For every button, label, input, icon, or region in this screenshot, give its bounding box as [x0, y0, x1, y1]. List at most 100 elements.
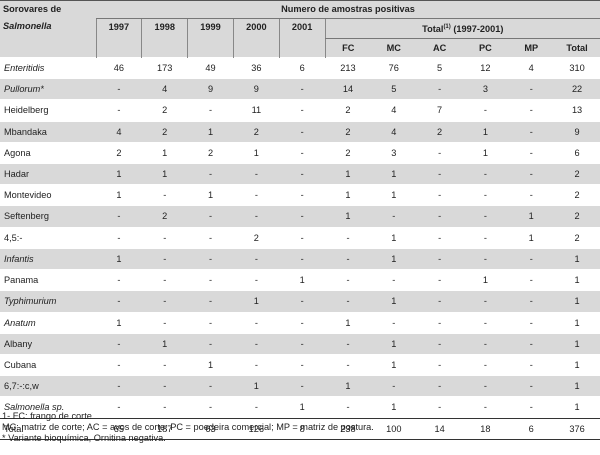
count-cell: - [370, 375, 417, 397]
count-cell: 9 [554, 120, 600, 143]
count-cell: 2 [325, 120, 371, 143]
serovar-name: Montevideo [0, 184, 96, 206]
count-cell: - [462, 247, 509, 270]
total-col-header: MP [508, 38, 555, 58]
count-cell: 1 [96, 311, 142, 334]
footnote: MC: matriz de corte; AC = avos de corte;… [2, 422, 374, 432]
count-cell: 5 [370, 78, 417, 100]
count-cell: 2 [96, 141, 142, 164]
serovar-name: Hadar [0, 163, 96, 185]
count-cell: - [370, 205, 417, 228]
count-cell: - [187, 247, 234, 270]
count-cell: - [279, 163, 326, 185]
count-cell: - [279, 290, 326, 312]
count-cell: - [416, 311, 463, 334]
count-cell: - [462, 226, 509, 249]
count-cell: 4 [370, 99, 417, 122]
total-group-suffix: (1997-2001) [450, 24, 504, 35]
count-cell: - [462, 332, 509, 355]
count-cell: 1 [279, 396, 326, 419]
count-cell: - [462, 290, 509, 312]
count-cell: - [187, 99, 234, 122]
count-cell: 14 [325, 78, 371, 100]
table-row: Enteritidis 46 173 49 36 6 213 76 5 12 4 310 [0, 57, 600, 79]
count-cell: - [233, 184, 280, 206]
count-cell: - [279, 99, 326, 122]
table-row: Pullorum* -4 9 9-14 5-3-22 [0, 78, 600, 100]
count-cell: 2 [416, 120, 463, 143]
count-cell: - [462, 205, 509, 228]
count-cell: 4 [141, 78, 188, 100]
count-cell: 4 [508, 57, 555, 79]
count-cell: - [508, 247, 555, 270]
count-cell: 2 [187, 141, 234, 164]
count-cell: - [141, 247, 188, 270]
count-cell: 2 [554, 226, 600, 249]
count-cell: 1 [141, 141, 188, 164]
count-cell: - [508, 184, 555, 206]
total-cell: 376 [554, 417, 600, 440]
count-cell: - [416, 205, 463, 228]
count-cell: - [416, 290, 463, 312]
count-cell: - [325, 269, 371, 291]
table-row: Anatum 1- - - -1- - - -1 [0, 311, 600, 334]
count-cell: - [233, 396, 280, 419]
total-cell: 100 [370, 417, 417, 440]
count-cell: 11 [233, 99, 280, 122]
count-cell: - [508, 290, 555, 312]
count-cell: 1 [508, 226, 555, 249]
count-cell: 1 [554, 247, 600, 270]
count-cell: 2 [554, 163, 600, 185]
count-cell: - [141, 184, 188, 206]
total-cell: 187 [141, 417, 188, 440]
total-cell: 8 [279, 417, 326, 440]
count-cell: - [416, 184, 463, 206]
count-cell: 1 [508, 205, 555, 228]
count-cell: - [96, 205, 142, 228]
count-cell: 2 [325, 141, 371, 164]
count-cell: - [370, 311, 417, 334]
count-cell: 9 [187, 78, 234, 100]
count-cell: 2 [325, 99, 371, 122]
total-group-header: Total(1) (1997-2001) [324, 18, 600, 40]
count-cell: 13 [554, 99, 600, 122]
total-col-header: Total [554, 38, 600, 58]
total-cell: 14 [416, 417, 463, 440]
count-cell: - [508, 332, 555, 355]
count-cell: 1 [370, 163, 417, 185]
count-cell: 2 [554, 184, 600, 206]
count-cell: - [233, 247, 280, 270]
count-cell: - [141, 269, 188, 291]
count-cell: - [96, 396, 142, 419]
serovar-name: Pullorum* [0, 78, 96, 100]
header-row-2: Salmonella 1997 1998 1999 2000 2001 Tota… [0, 18, 600, 58]
count-cell: 1 [370, 290, 417, 312]
table-row: Panama - - - -1- - -1-1 [0, 269, 600, 291]
serovar-name: Heidelberg [0, 99, 96, 122]
count-cell: 6 [554, 141, 600, 164]
serovar-header-line2: Salmonella [0, 18, 96, 58]
count-cell: - [279, 205, 326, 228]
serovar-name: Salmonella sp. [0, 396, 96, 419]
count-cell: - [508, 353, 555, 376]
serovar-name: 6,7:-:c,w [0, 375, 96, 397]
count-cell: - [279, 247, 326, 270]
count-cell: - [141, 311, 188, 334]
count-cell: - [279, 141, 326, 164]
total-col-header: AC [416, 38, 463, 58]
count-cell: 12 [462, 57, 509, 79]
count-cell: - [233, 311, 280, 334]
count-cell: - [462, 396, 509, 419]
group-title: Numero de amostras positivas [96, 0, 600, 19]
serovar-name: 4,5:- [0, 226, 96, 249]
year-header: 2000 [232, 18, 280, 58]
count-cell: 1 [141, 332, 188, 355]
count-cell: 1 [279, 269, 326, 291]
count-cell: - [416, 332, 463, 355]
count-cell: 3 [462, 78, 509, 100]
count-cell: 46 [96, 57, 142, 79]
count-cell: - [416, 141, 463, 164]
count-cell: - [187, 332, 234, 355]
serovar-name: Agona [0, 141, 96, 164]
serovar-table: Sorovares de Numero de amostras positiva… [0, 0, 600, 440]
